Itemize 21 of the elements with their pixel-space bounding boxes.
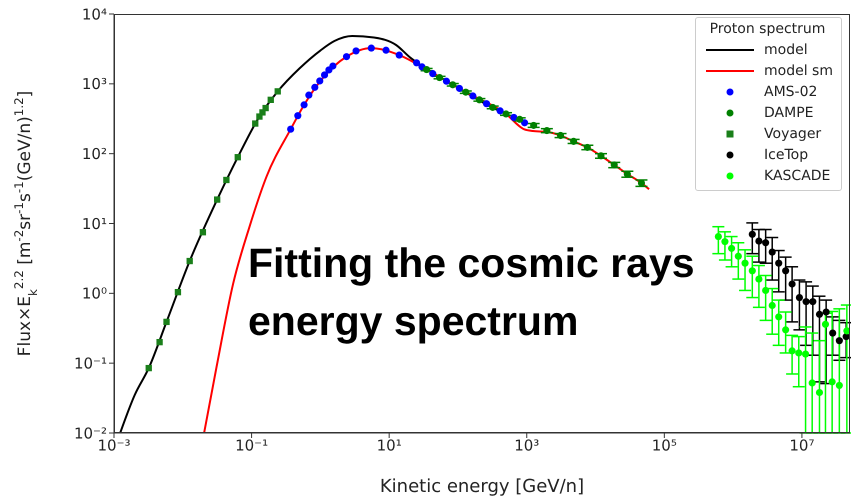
legend-label: DAMPE bbox=[764, 104, 814, 120]
x-tick-label: 10¹ bbox=[376, 436, 402, 455]
legend-label: model sm bbox=[764, 62, 833, 78]
x-axis-title: Kinetic energy [GeV/n] bbox=[380, 476, 584, 496]
x-tick-label: 10³ bbox=[514, 436, 540, 455]
legend-label: Voyager bbox=[764, 126, 822, 142]
legend-label: model bbox=[764, 42, 808, 58]
y-tick-label: 10² bbox=[82, 144, 107, 163]
legend-label: IceTop bbox=[764, 146, 808, 162]
legend-label: KASCADE bbox=[764, 168, 830, 184]
y-tick-label: 10³ bbox=[82, 75, 107, 94]
y-tick-label: 10⁻¹ bbox=[74, 354, 107, 372]
y-tick-label: 10¹ bbox=[82, 214, 107, 233]
legend-label: AMS-02 bbox=[764, 84, 818, 100]
x-tick-label: 10⁻¹ bbox=[235, 436, 268, 455]
legend-title: Proton spectrum bbox=[708, 21, 826, 37]
annotation: Fitting the cosmic rays energy spectrum bbox=[248, 239, 696, 346]
x-tick-label: 10⁷ bbox=[789, 436, 814, 455]
x-tick-label: 10⁵ bbox=[652, 436, 677, 455]
y-tick-label: 10⁴ bbox=[82, 5, 107, 24]
y-tick-label: 10⁰ bbox=[82, 284, 107, 303]
